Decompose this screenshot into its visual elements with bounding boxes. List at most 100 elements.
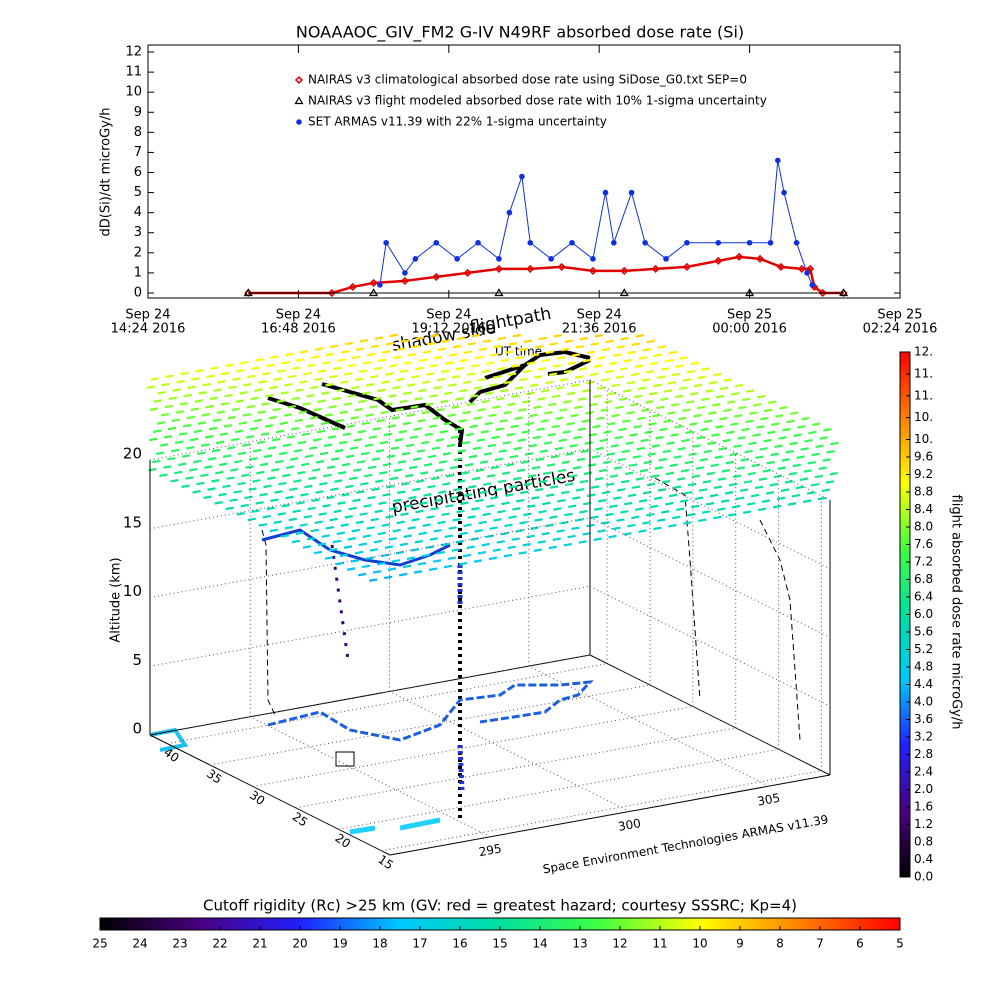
particle-dash: [477, 551, 487, 555]
particle-dash: [679, 499, 689, 503]
particle-dash: [321, 534, 331, 538]
particle-dash: [529, 413, 538, 418]
particle-dash: [393, 468, 403, 472]
particle-dash: [171, 418, 181, 423]
particle-dash: [433, 528, 442, 533]
particle-dash: [701, 397, 710, 402]
colorbar-tick-label: 24: [132, 937, 147, 951]
particle-dash: [672, 515, 681, 520]
particle-dash: [446, 443, 456, 448]
colorbar-tick-label: 25: [92, 937, 107, 951]
colorbar-tick-label: 17: [412, 937, 427, 951]
particle-dash: [312, 468, 321, 472]
particle-dash: [509, 454, 519, 459]
particle-dash: [203, 495, 212, 500]
particle-dash: [197, 451, 206, 456]
particle-dash: [421, 553, 431, 558]
particle-dash: [552, 364, 562, 368]
particle-dash: [500, 358, 510, 363]
particle-dash: [304, 484, 313, 489]
particle-dash: [523, 512, 532, 517]
particle-dash: [767, 400, 777, 404]
particle-dash: [740, 458, 749, 462]
particle-dash: [556, 355, 566, 360]
colorbar-tick-label: 3.2: [914, 730, 933, 744]
particle-dash: [543, 441, 552, 445]
particle-dash: [653, 496, 663, 500]
particle-dash: [502, 441, 511, 445]
particle-dash: [289, 487, 298, 492]
colorbar-tick-label: 11: [652, 937, 667, 951]
particle-dash: [787, 502, 797, 506]
particle-dash: [380, 553, 390, 558]
particle-dash: [475, 498, 484, 503]
particle-dash: [491, 435, 500, 440]
particle-dash: [699, 457, 708, 462]
particle-dash: [600, 408, 609, 412]
x-tick-label: 300: [617, 816, 642, 834]
particle-dash: [779, 405, 788, 410]
particle-dash: [326, 495, 335, 500]
particle-dash: [643, 460, 653, 465]
particle-dash: [765, 491, 775, 495]
particle-dash: [440, 399, 449, 404]
marker: [715, 239, 722, 246]
particle-dash: [601, 521, 610, 525]
particle-dash: [255, 358, 264, 362]
particle-dash: [516, 468, 526, 473]
particle-dash: [520, 460, 530, 464]
particle-dash: [471, 507, 480, 511]
particle-dash: [506, 432, 515, 437]
particle-dash: [208, 457, 217, 461]
particle-dash: [355, 520, 364, 525]
particle-dash: [776, 496, 786, 501]
marker: [475, 239, 481, 246]
particle-dash: [625, 441, 634, 445]
particle-dash: [261, 402, 270, 406]
particle-dash: [419, 501, 428, 506]
particle-dash: [734, 414, 743, 418]
particle-dash: [745, 419, 754, 424]
particle-dash: [504, 380, 513, 385]
particle-dash: [260, 432, 270, 436]
particle-dash: [159, 443, 169, 447]
particle-dash: [148, 437, 158, 442]
particle-dash: [163, 434, 173, 439]
axis-edge: [149, 734, 391, 856]
grid-line: [589, 379, 831, 501]
particle-dash: [182, 423, 192, 428]
particle-dash: [704, 389, 714, 393]
particle-dash: [665, 501, 674, 506]
particle-dash: [338, 471, 347, 475]
particle-dash: [467, 372, 476, 376]
particle-dash: [621, 449, 630, 454]
particle-dash: [771, 422, 780, 426]
particle-dash: [708, 411, 717, 415]
y-tick-label: 12: [125, 45, 142, 60]
particle-dash: [746, 502, 756, 506]
particle-dash: [642, 521, 651, 525]
particle-dash: [341, 493, 350, 497]
particle-dash: [613, 496, 622, 500]
particle-dash: [605, 339, 614, 344]
particle-dash: [623, 358, 633, 363]
particle-dash: [286, 435, 296, 439]
particle-dash: [415, 336, 425, 341]
particle-dash: [724, 491, 734, 495]
particle-dash: [549, 515, 558, 520]
particle-dash: [636, 446, 645, 451]
particle-dash: [365, 556, 375, 560]
marker: [684, 239, 690, 246]
particle-dash: [563, 399, 572, 404]
grid-line: [589, 448, 831, 570]
particle-dash: [485, 534, 494, 539]
marker: [793, 239, 800, 246]
particle-dash: [471, 476, 481, 481]
particle-dash: [447, 556, 457, 561]
particle-dash: [384, 402, 393, 406]
grid-line: [149, 585, 591, 667]
particle-dash: [351, 355, 361, 360]
particle-dash: [661, 479, 671, 484]
particle-dash: [404, 504, 413, 508]
particle-dash: [311, 355, 320, 360]
